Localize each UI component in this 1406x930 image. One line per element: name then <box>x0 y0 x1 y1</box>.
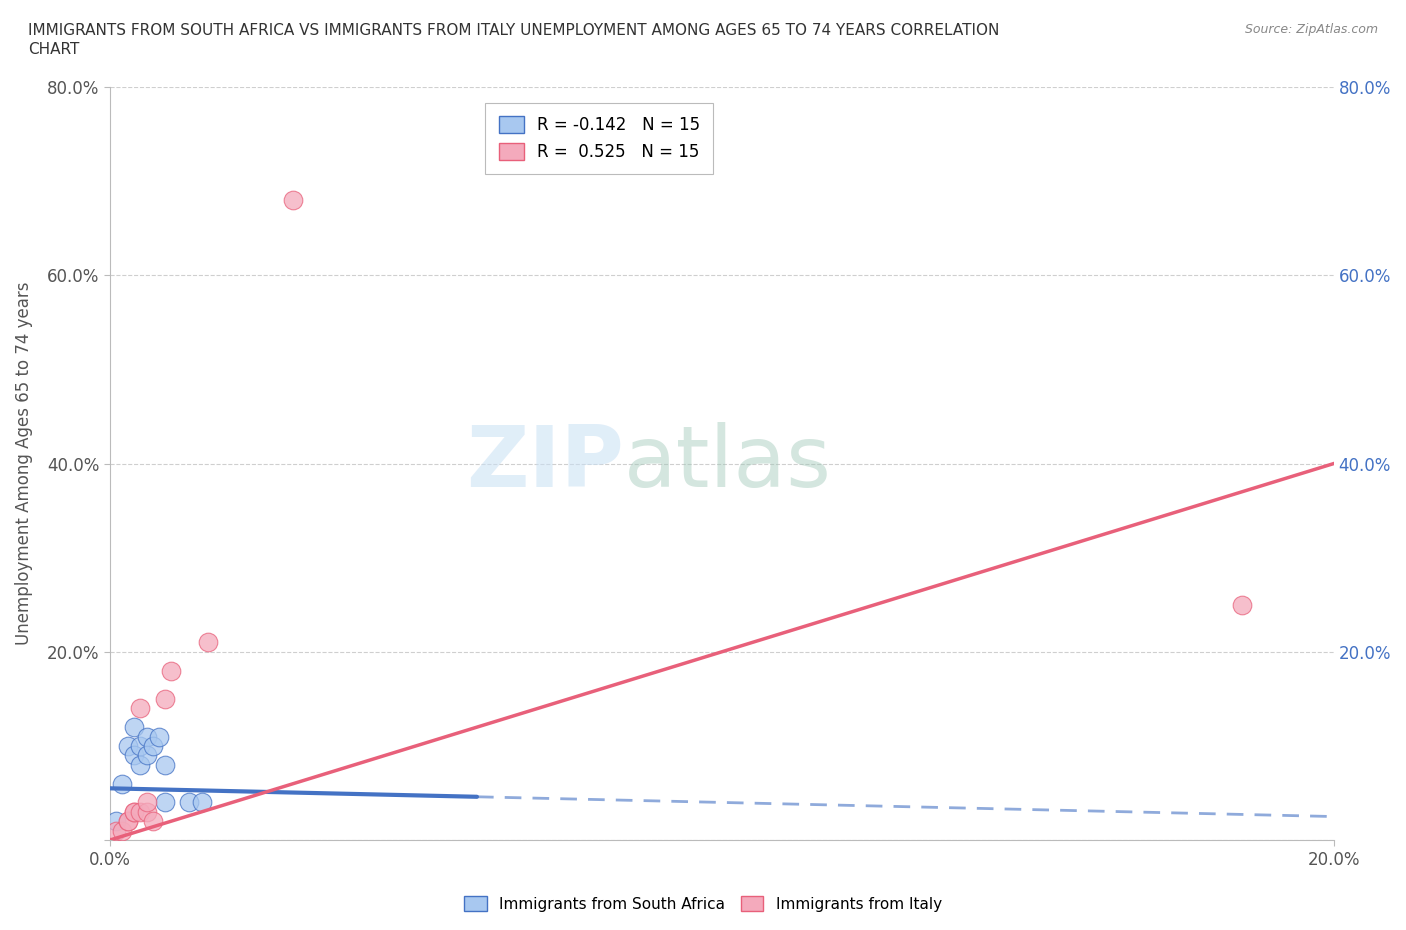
Point <box>111 777 134 791</box>
Point <box>135 804 157 819</box>
Point <box>153 692 176 707</box>
Text: atlas: atlas <box>624 422 832 505</box>
Point <box>153 757 176 772</box>
Point <box>1230 597 1253 612</box>
Point <box>135 795 157 810</box>
Point <box>142 738 165 753</box>
Point <box>111 823 134 838</box>
Point <box>104 814 127 829</box>
Point <box>117 814 139 829</box>
Text: Source: ZipAtlas.com: Source: ZipAtlas.com <box>1244 23 1378 36</box>
Legend: R = -0.142   N = 15, R =  0.525   N = 15: R = -0.142 N = 15, R = 0.525 N = 15 <box>485 103 713 174</box>
Point <box>129 738 152 753</box>
Y-axis label: Unemployment Among Ages 65 to 74 years: Unemployment Among Ages 65 to 74 years <box>15 282 32 645</box>
Point <box>148 729 170 744</box>
Text: ZIP: ZIP <box>465 422 624 505</box>
Point <box>129 804 152 819</box>
Point <box>117 814 139 829</box>
Point <box>197 635 219 650</box>
Point <box>124 720 146 735</box>
Point <box>124 748 146 763</box>
Point <box>124 804 146 819</box>
Legend: Immigrants from South Africa, Immigrants from Italy: Immigrants from South Africa, Immigrants… <box>458 889 948 918</box>
Point <box>179 795 201 810</box>
Point <box>283 193 305 207</box>
Point <box>153 795 176 810</box>
Point <box>135 748 157 763</box>
Point <box>135 729 157 744</box>
Point <box>160 663 183 678</box>
Point <box>124 804 146 819</box>
Point <box>129 757 152 772</box>
Point <box>104 823 127 838</box>
Text: IMMIGRANTS FROM SOUTH AFRICA VS IMMIGRANTS FROM ITALY UNEMPLOYMENT AMONG AGES 65: IMMIGRANTS FROM SOUTH AFRICA VS IMMIGRAN… <box>28 23 1000 38</box>
Point <box>117 738 139 753</box>
Point <box>129 701 152 716</box>
Text: CHART: CHART <box>28 42 80 57</box>
Point <box>190 795 212 810</box>
Point <box>142 814 165 829</box>
